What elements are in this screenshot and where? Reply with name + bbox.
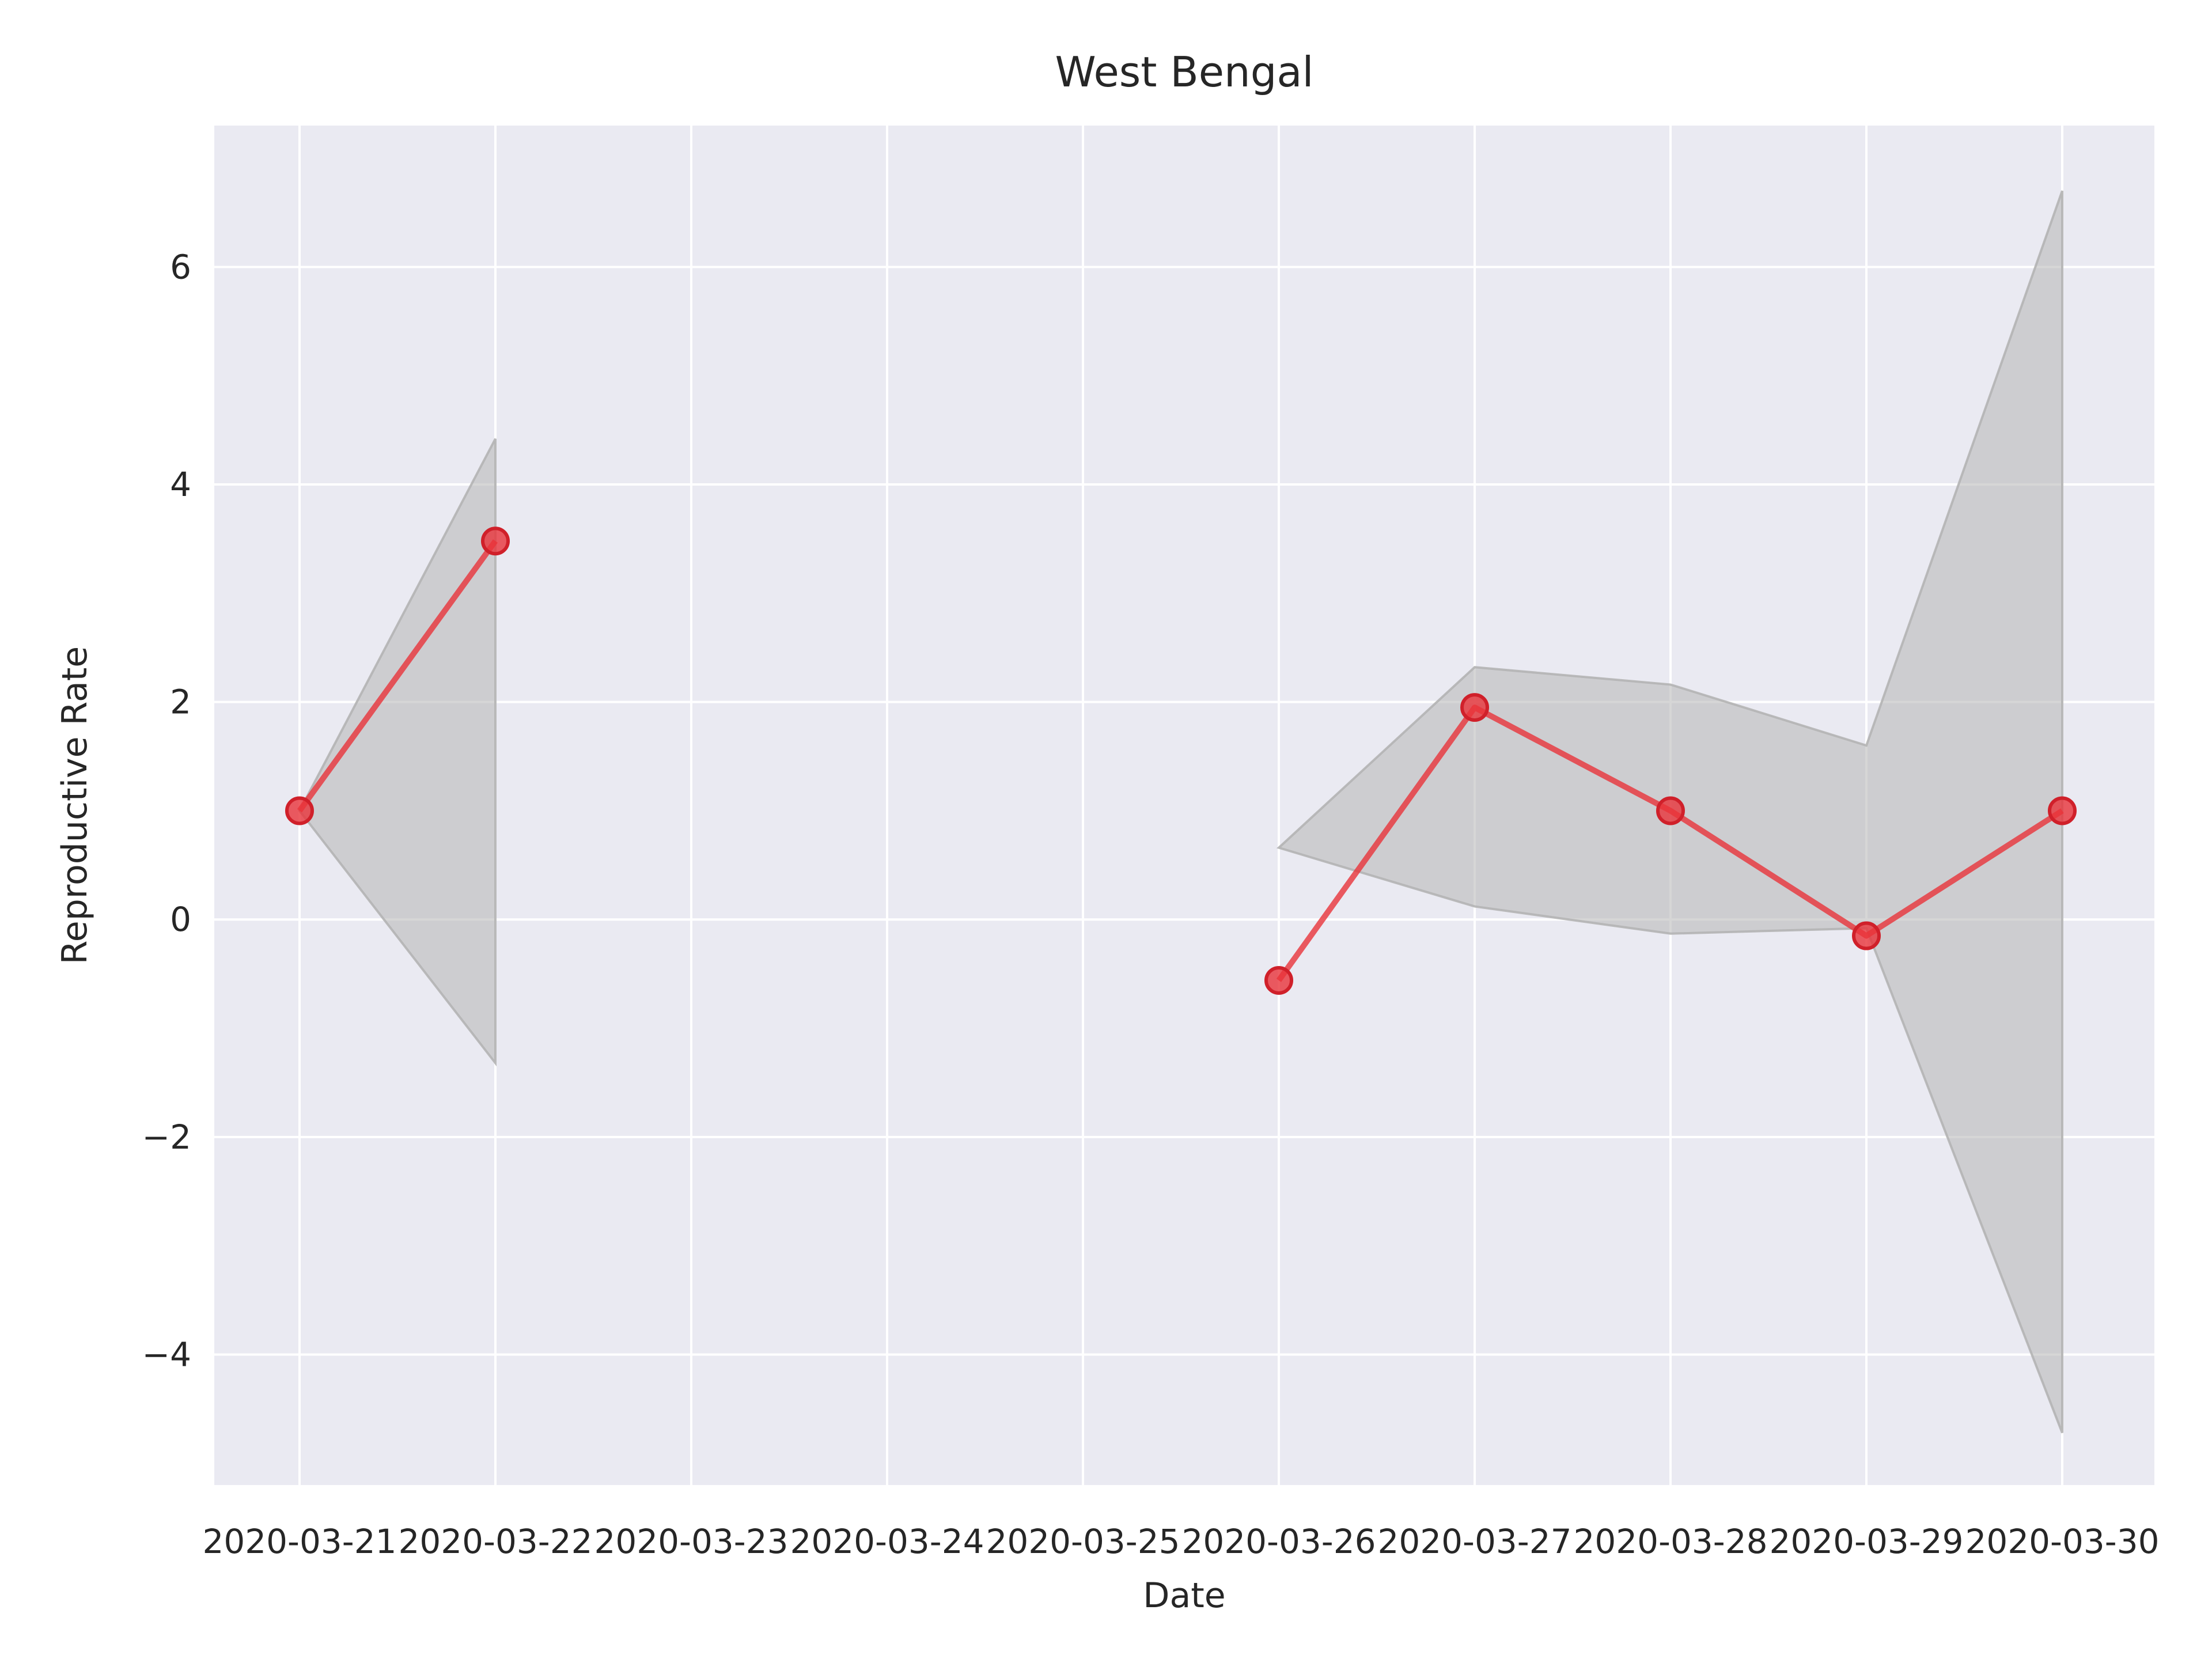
data-point	[1656, 796, 1685, 825]
x-tick-label: 2020-03-24	[790, 1522, 984, 1561]
data-point	[1852, 921, 1881, 950]
x-tick-label: 2020-03-23	[594, 1522, 788, 1561]
data-point	[1264, 965, 1293, 995]
series-line	[297, 539, 498, 813]
band-area	[298, 438, 497, 1067]
chart-title: West Bengal	[1055, 48, 1313, 96]
y-tick-label: 6	[170, 247, 191, 286]
x-tick-label: 2020-03-22	[398, 1522, 592, 1561]
x-tick-label: 2020-03-21	[202, 1522, 396, 1561]
x-axis-label: Date	[1143, 1575, 1225, 1616]
y-tick-label: 0	[170, 900, 191, 939]
y-tick-label: −2	[142, 1118, 192, 1157]
y-tick-labels: −4 −2 0 2 4 6	[142, 247, 192, 1374]
x-tick-labels: 2020-03-21 2020-03-22 2020-03-23 2020-03-24…	[202, 1522, 2159, 1561]
data-point	[2048, 796, 2077, 825]
data-point	[481, 527, 510, 556]
x-tick-label: 2020-03-25	[986, 1522, 1180, 1561]
y-tick-label: −4	[142, 1335, 192, 1374]
x-tick-label: 2020-03-26	[1181, 1522, 1376, 1561]
x-tick-label: 2020-03-28	[1573, 1522, 1767, 1561]
x-tick-label: 2020-03-29	[1769, 1522, 1963, 1561]
y-tick-label: 4	[170, 465, 191, 504]
data-point	[1460, 693, 1489, 722]
series-markers	[285, 527, 2077, 995]
x-tick-label: 2020-03-30	[1965, 1522, 2159, 1561]
data-point	[285, 796, 314, 825]
x-tick-label: 2020-03-27	[1377, 1522, 1571, 1561]
y-axis-label: Reproductive Rate	[55, 646, 95, 964]
y-tick-label: 2	[170, 683, 191, 722]
